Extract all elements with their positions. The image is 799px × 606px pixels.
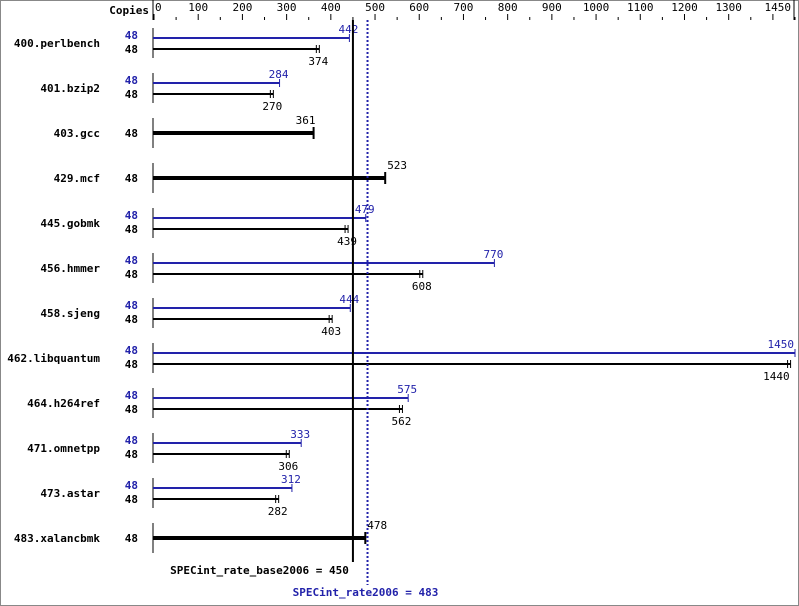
peak-value-label: 479	[355, 203, 375, 216]
base-copies: 48	[125, 313, 138, 326]
benchmark-name: 462.libquantum	[7, 352, 100, 365]
base-copies: 48	[125, 532, 138, 545]
base-value-label: 608	[412, 280, 432, 293]
peak-copies: 48	[125, 299, 138, 312]
base-copies: 48	[125, 268, 138, 281]
peak-copies: 48	[125, 254, 138, 267]
benchmark-name: 401.bzip2	[40, 82, 100, 95]
benchmark-name: 483.xalancbmk	[14, 532, 100, 545]
base-mean-label: SPECint_rate_base2006 = 450	[170, 564, 349, 577]
axis-tick-label: 1450	[765, 1, 792, 14]
base-copies: 48	[125, 43, 138, 56]
peak-value-label: 312	[281, 473, 301, 486]
peak-value-label: 444	[339, 293, 359, 306]
base-copies: 48	[125, 358, 138, 371]
benchmark-name: 473.astar	[40, 487, 100, 500]
base-value-label: 523	[387, 159, 407, 172]
base-value-label: 282	[268, 505, 288, 518]
base-copies: 48	[125, 223, 138, 236]
base-copies: 48	[125, 127, 138, 140]
peak-copies: 48	[125, 479, 138, 492]
axis-tick-label: 0	[155, 1, 162, 14]
base-value-label: 403	[321, 325, 341, 338]
base-value-label: 374	[308, 55, 328, 68]
axis-tick-label: 1000	[583, 1, 610, 14]
benchmark-name: 471.omnetpp	[27, 442, 100, 455]
base-value-label: 562	[392, 415, 412, 428]
peak-value-label: 1450	[768, 338, 795, 351]
base-copies: 48	[125, 448, 138, 461]
axis-tick-label: 400	[321, 1, 341, 14]
peak-value-label: 770	[483, 248, 503, 261]
peak-copies: 48	[125, 29, 138, 42]
axis-tick-label: 500	[365, 1, 385, 14]
axis-tick-label: 1200	[671, 1, 698, 14]
benchmark-name: 456.hmmer	[40, 262, 100, 275]
axis-tick-label: 300	[277, 1, 297, 14]
axis-tick-label: 700	[454, 1, 474, 14]
peak-copies: 48	[125, 74, 138, 87]
axis-tick-label: 100	[188, 1, 208, 14]
base-value-label: 1440	[763, 370, 790, 383]
base-copies: 48	[125, 493, 138, 506]
benchmark-name: 403.gcc	[54, 127, 100, 140]
base-copies: 48	[125, 172, 138, 185]
peak-value-label: 442	[338, 23, 358, 36]
peak-copies: 48	[125, 389, 138, 402]
axis-tick-label: 900	[542, 1, 562, 14]
base-value-label: 439	[337, 235, 357, 248]
axis-tick-label: 200	[232, 1, 252, 14]
peak-copies: 48	[125, 434, 138, 447]
base-value-label: 478	[367, 519, 387, 532]
peak-copies: 48	[125, 209, 138, 222]
benchmark-name: 458.sjeng	[40, 307, 100, 320]
axis-tick-label: 600	[409, 1, 429, 14]
axis-tick-label: 1300	[715, 1, 742, 14]
benchmark-name: 429.mcf	[54, 172, 100, 185]
base-value-label: 306	[278, 460, 298, 473]
benchmark-name: 464.h264ref	[27, 397, 100, 410]
copies-header: Copies	[109, 4, 149, 17]
base-value-label: 361	[296, 114, 316, 127]
peak-copies: 48	[125, 344, 138, 357]
benchmark-name: 400.perlbench	[14, 37, 100, 50]
base-copies: 48	[125, 403, 138, 416]
base-value-label: 270	[262, 100, 282, 113]
peak-mean-label: SPECint_rate2006 = 483	[293, 586, 439, 599]
peak-value-label: 284	[269, 68, 289, 81]
axis-tick-label: 800	[498, 1, 518, 14]
axis-tick-label: 1100	[627, 1, 654, 14]
peak-value-label: 575	[397, 383, 417, 396]
base-copies: 48	[125, 88, 138, 101]
peak-value-label: 333	[290, 428, 310, 441]
benchmark-name: 445.gobmk	[40, 217, 100, 230]
